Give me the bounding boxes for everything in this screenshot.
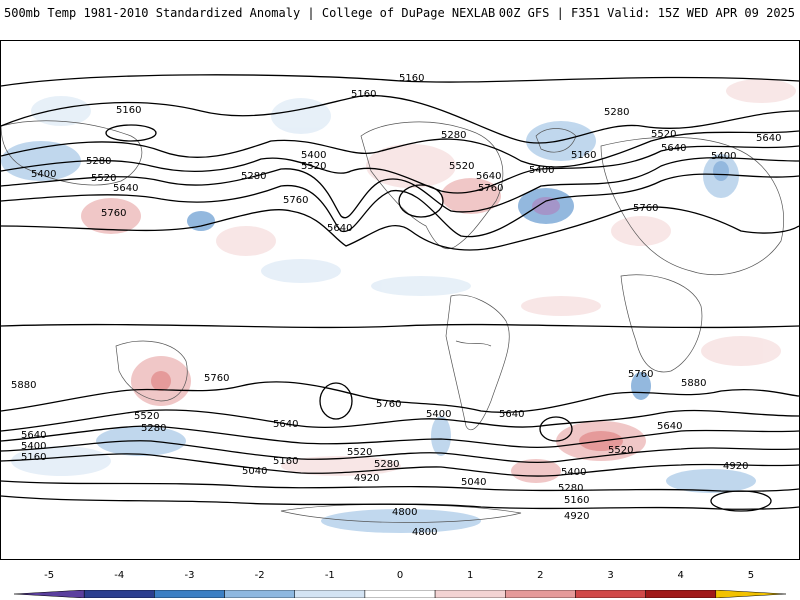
colorbar-tick-label: 1 — [466, 570, 474, 581]
contour-label: 5760 — [633, 203, 658, 214]
colorbar-cell — [294, 590, 366, 598]
colorbar-tick-label: 4 — [677, 570, 684, 581]
contour-label: 5760 — [283, 195, 308, 206]
colorbar-cell — [434, 590, 506, 598]
height-contours — [1, 74, 799, 512]
contour-label: 5880 — [11, 380, 36, 391]
colorbar-cell — [645, 590, 717, 598]
contour-label: 5520 — [449, 161, 474, 172]
contour-label: 5400 — [426, 409, 451, 420]
contour-label: 4920 — [354, 473, 379, 484]
contour-label: 5880 — [681, 378, 706, 389]
contour-label: 5040 — [461, 477, 486, 488]
anomaly-colorbar: -5 -4 -3 -2 -1 0 1 2 3 4 5 — [0, 570, 800, 600]
contour-label: 5400 — [561, 467, 586, 478]
colorbar-tick-label: 0 — [396, 570, 404, 581]
contour-label: 5160 — [116, 105, 141, 116]
contour-label: 5280 — [141, 423, 166, 434]
contour-label: 5760 — [376, 399, 401, 410]
contour-label: 5160 — [571, 150, 596, 161]
contour-label: 5400 — [711, 151, 736, 162]
contour-label: 5520 — [608, 445, 633, 456]
contour-label: 5640 — [113, 183, 138, 194]
contour-label: 5760 — [628, 369, 653, 380]
contour-label: 4800 — [392, 507, 417, 518]
coastlines — [1, 120, 784, 523]
header-bar: 500mb Temp 1981-2010 Standardized Anomal… — [0, 0, 800, 32]
contour-label: 5040 — [242, 466, 267, 477]
colorbar-cell — [715, 590, 786, 598]
contour-label: 5520 — [91, 173, 116, 184]
contour-label-group: 5160 5160 5160 5280 5400 5520 5640 5760 … — [11, 73, 781, 538]
colorbar-cell — [575, 590, 646, 598]
contour-label: 5640 — [327, 223, 352, 234]
contour-label: 4920 — [564, 511, 589, 522]
contour-label: 5280 — [441, 130, 466, 141]
contour-label: 5400 — [21, 441, 46, 452]
colorbar-cell — [154, 590, 225, 598]
model-run-info: 00Z GFS | F351 Valid: 15Z WED APR 09 202… — [498, 6, 795, 20]
world-map: 5160 5160 5160 5280 5400 5520 5640 5760 … — [1, 73, 799, 538]
contour-label: 5760 — [204, 373, 229, 384]
contour-label: 5760 — [478, 183, 503, 194]
contour-label: 5280 — [86, 156, 111, 167]
colorbar-tick-label: -1 — [324, 570, 335, 581]
contour-label: 5160 — [564, 495, 589, 506]
contour-label: 5280 — [558, 483, 583, 494]
colorbar-cell — [364, 590, 436, 598]
colorbar-cell — [505, 590, 576, 598]
contour-label: 5760 — [101, 208, 126, 219]
contour-label: 5400 — [31, 169, 56, 180]
contour-label: 5640 — [657, 421, 682, 432]
colorbar-tick-label: 2 — [537, 570, 544, 581]
colorbar-cell — [14, 590, 85, 598]
colorbar-tick-label: -2 — [254, 570, 265, 581]
contour-label: 5640 — [499, 409, 524, 420]
colorbar-tick-label: 3 — [607, 570, 614, 581]
colorbar-cell — [83, 590, 155, 598]
colorbar-tick-label: 5 — [747, 570, 755, 581]
contour-label: 5160 — [21, 452, 46, 463]
contour-label: 5640 — [756, 133, 781, 144]
contour-label: 5640 — [21, 430, 46, 441]
contour-label: 5160 — [351, 89, 376, 100]
contour-label: 5640 — [661, 143, 686, 154]
colorbar-tick-label: -3 — [184, 570, 195, 581]
contour-label: 5520 — [347, 447, 372, 458]
colorbar-tick-label: -4 — [114, 570, 125, 581]
contour-label: 5280 — [604, 107, 629, 118]
contour-label: 5640 — [273, 419, 298, 430]
contour-label: 4800 — [412, 527, 437, 538]
contour-label: 4920 — [723, 461, 748, 472]
contour-label: 5160 — [399, 73, 424, 84]
colorbar-strip — [14, 590, 786, 598]
contour-label: 5520 — [134, 411, 159, 422]
contour-label: 5520 — [301, 161, 326, 172]
map-panel: 5160 5160 5160 5280 5400 5520 5640 5760 … — [0, 40, 800, 560]
colorbar-cell — [224, 590, 295, 598]
contour-label: 5400 — [529, 165, 554, 176]
contour-label: 5520 — [651, 129, 676, 140]
contour-label: 5640 — [476, 171, 501, 182]
map-title: 500mb Temp 1981-2010 Standardized Anomal… — [4, 6, 496, 20]
contour-label: 5400 — [301, 150, 326, 161]
contour-label: 5280 — [241, 171, 266, 182]
colorbar-tick-label: -5 — [44, 570, 55, 581]
contour-label: 5280 — [374, 459, 399, 470]
contour-label: 5160 — [273, 456, 298, 467]
